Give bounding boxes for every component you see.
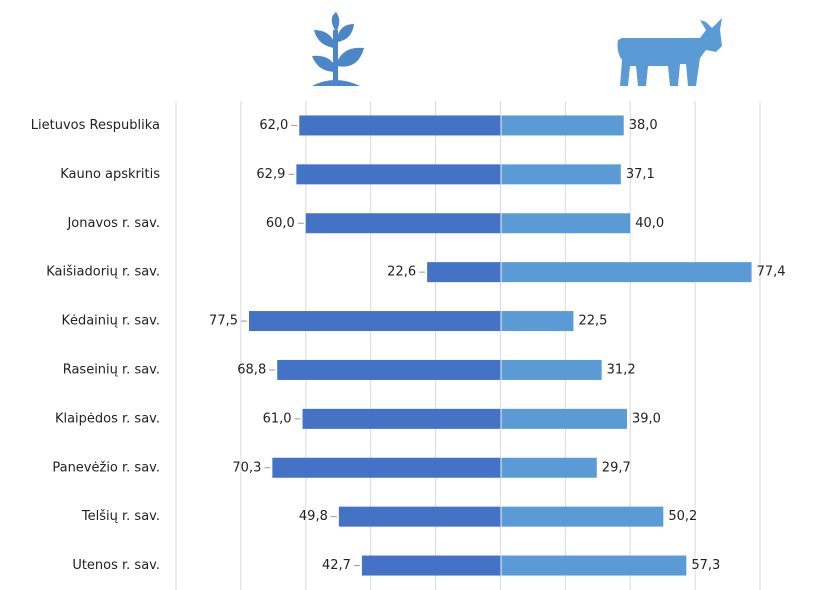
category-label: Panevėžio r. sav.	[52, 460, 160, 475]
category-label: Raseinių r. sav.	[63, 362, 160, 377]
category-label: Telšių r. sav.	[81, 509, 160, 524]
category-label: Jonavos r. sav.	[66, 216, 160, 231]
bar	[501, 555, 687, 576]
value-label: 57,3	[691, 558, 720, 573]
bar	[501, 408, 627, 429]
bar	[501, 457, 597, 478]
value-label: 37,1	[626, 167, 655, 182]
bar	[501, 506, 664, 527]
bar	[501, 262, 752, 283]
value-label: 22,6	[387, 265, 416, 280]
bar	[249, 311, 501, 332]
value-label: 39,0	[632, 411, 661, 426]
plant-icon	[312, 12, 364, 86]
bar	[305, 213, 501, 234]
category-label: Kaišiadorių r. sav.	[46, 265, 160, 280]
bar	[302, 408, 501, 429]
value-label: 77,4	[757, 265, 786, 280]
value-label: 77,5	[209, 314, 238, 329]
category-label: Klaipėdos r. sav.	[55, 411, 160, 426]
category-label: Kauno apskritis	[60, 167, 160, 182]
category-label: Lietuvos Respublika	[31, 118, 160, 133]
bar	[501, 164, 621, 185]
value-label: 49,8	[299, 509, 328, 524]
value-label: 31,2	[607, 362, 636, 377]
value-label: 60,0	[266, 216, 295, 231]
cow-icon	[617, 18, 722, 86]
category-label: Kėdainių r. sav.	[61, 314, 160, 329]
bar	[427, 262, 501, 283]
bar	[299, 115, 501, 136]
bar	[501, 311, 574, 332]
value-label: 40,0	[635, 216, 664, 231]
value-label: 22,5	[578, 314, 607, 329]
bar	[501, 213, 631, 234]
bar	[338, 506, 501, 527]
bar	[501, 115, 624, 136]
value-label: 70,3	[232, 460, 261, 475]
bar	[296, 164, 501, 185]
bar	[277, 359, 501, 380]
value-label: 61,0	[263, 411, 292, 426]
value-label: 38,0	[629, 118, 658, 133]
bar	[361, 555, 501, 576]
value-label: 62,0	[259, 118, 288, 133]
value-label: 50,2	[668, 509, 697, 524]
bar	[501, 359, 602, 380]
category-label: Utenos r. sav.	[72, 558, 160, 573]
value-label: 29,7	[602, 460, 631, 475]
value-label: 62,9	[256, 167, 285, 182]
value-label: 68,8	[237, 362, 266, 377]
bar	[272, 457, 501, 478]
value-label: 42,7	[322, 558, 351, 573]
